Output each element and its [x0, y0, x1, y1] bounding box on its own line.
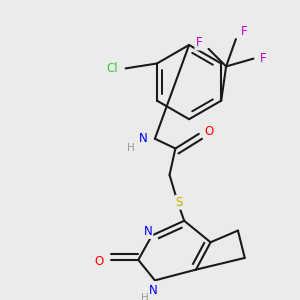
Text: O: O: [94, 255, 104, 268]
Text: F: F: [260, 52, 267, 65]
Text: Cl: Cl: [106, 62, 118, 75]
Text: F: F: [195, 37, 202, 50]
Text: H: H: [127, 143, 134, 154]
Text: N: N: [139, 132, 148, 145]
Text: S: S: [176, 196, 183, 209]
Text: F: F: [240, 25, 247, 38]
Text: N: N: [144, 225, 152, 238]
Text: N: N: [148, 284, 157, 297]
Text: H: H: [141, 293, 149, 300]
Text: O: O: [204, 125, 213, 138]
